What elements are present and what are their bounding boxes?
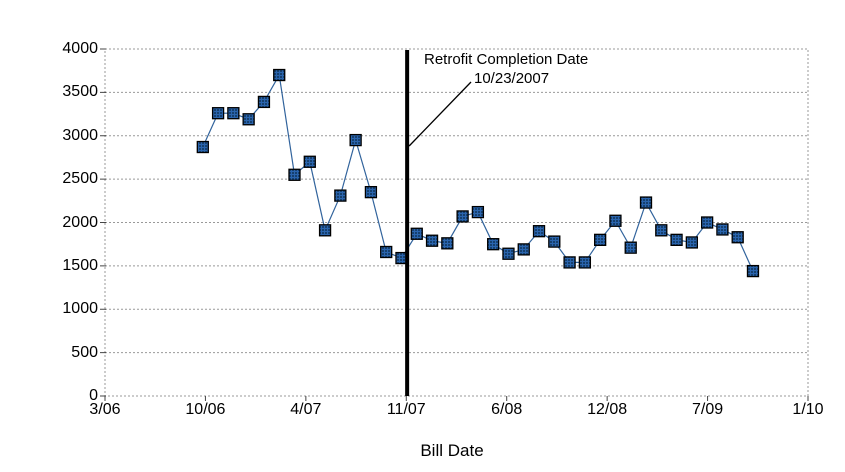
y-axis-tick-label: 2000	[62, 213, 98, 231]
data-point-marker	[364, 185, 378, 199]
y-axis-tick-label: 0	[89, 387, 98, 404]
data-point-marker	[716, 223, 729, 236]
data-point-marker	[211, 107, 225, 120]
data-point-marker	[425, 234, 439, 247]
y-axis-tick-label: 4000	[62, 40, 98, 57]
data-point-marker	[471, 205, 485, 219]
x-axis-tick-label: 6/08	[491, 401, 523, 418]
data-point-marker	[639, 196, 653, 209]
data-point-marker	[700, 216, 714, 229]
data-point-marker	[578, 256, 592, 269]
data-point-marker	[288, 168, 301, 181]
data-point-marker	[517, 243, 530, 256]
annotation-leader-line	[408, 81, 472, 147]
data-point-marker	[487, 238, 500, 251]
x-axis-tick-label: 4/07	[290, 401, 322, 418]
x-axis-tick-label: 10/06	[185, 401, 226, 418]
annotation-title: Retrofit Completion Date	[424, 51, 589, 68]
data-point-marker	[655, 224, 668, 237]
data-point-marker	[273, 68, 286, 82]
y-axis-tick-label: 3500	[62, 83, 98, 101]
data-point-marker	[303, 155, 316, 168]
data-point-marker	[609, 214, 622, 227]
data-point-marker	[242, 113, 255, 126]
data-point-marker	[196, 140, 209, 154]
data-point-marker	[318, 224, 332, 237]
data-point-marker	[410, 227, 423, 240]
data-point-marker	[502, 247, 515, 260]
x-axis-tick-label: 7/09	[691, 401, 724, 418]
y-axis-tick-label: 3000	[62, 126, 98, 144]
y-axis-tick-label: 2500	[62, 170, 98, 188]
plot-border	[104, 48, 809, 397]
data-point-marker	[731, 231, 744, 244]
data-point-marker	[441, 237, 454, 250]
data-point-marker	[227, 107, 240, 120]
x-axis-tick-label: 11/07	[386, 401, 426, 418]
annotation-date: 10/23/2007	[474, 70, 550, 87]
y-axis-tick-label: 1500	[62, 256, 98, 274]
data-point-marker	[349, 133, 362, 147]
data-point-marker	[563, 256, 576, 269]
y-axis-tick-label: 1000	[62, 300, 98, 318]
data-point-marker	[456, 210, 469, 223]
data-point-marker	[746, 264, 760, 278]
y-axis-tick-label: 500	[71, 343, 98, 361]
data-point-marker	[594, 233, 607, 247]
data-point-marker	[334, 189, 347, 202]
data-point-marker	[685, 236, 699, 249]
data-point-marker	[670, 233, 683, 247]
x-axis-tick-label: 1/10	[792, 401, 824, 418]
data-point-marker	[548, 235, 561, 248]
data-point-marker	[532, 225, 546, 238]
x-axis-tick-label: 3/06	[89, 401, 121, 418]
x-axis-tick-label: 12/08	[587, 401, 628, 418]
x-axis-title: Bill Date	[420, 441, 484, 460]
data-point-marker	[380, 245, 393, 259]
data-point-marker	[257, 95, 271, 109]
data-point-marker	[624, 241, 637, 254]
